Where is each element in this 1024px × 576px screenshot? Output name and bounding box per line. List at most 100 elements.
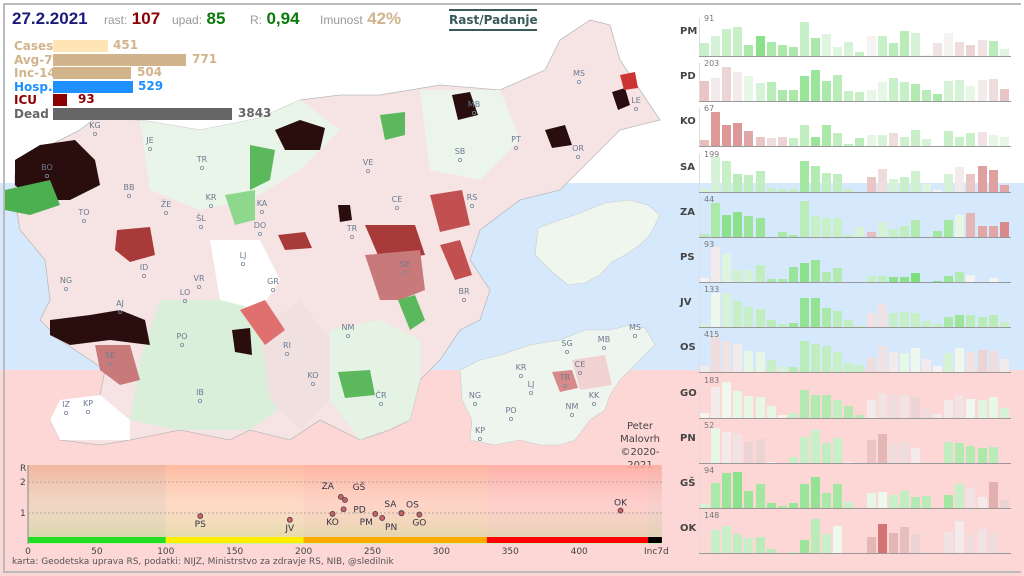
bar — [977, 448, 987, 463]
city-dot — [508, 416, 513, 421]
point-GŠ[interactable]: GŠ — [342, 481, 366, 503]
map-label-text: GR — [267, 277, 279, 286]
bar — [799, 436, 809, 463]
point-PD[interactable]: PD — [340, 505, 366, 515]
bar — [910, 347, 920, 373]
bar — [833, 268, 843, 282]
point-GO[interactable]: GO — [412, 511, 426, 529]
bar — [955, 484, 965, 508]
bar — [877, 304, 887, 328]
bar — [955, 395, 965, 418]
bar — [822, 346, 832, 373]
bar — [722, 67, 732, 102]
imunost-value: 42% — [367, 9, 402, 28]
data-point[interactable] — [337, 493, 344, 500]
map-label: OR — [572, 144, 584, 159]
bar — [955, 167, 965, 192]
imunost-stat: Imunost 42% — [320, 9, 401, 29]
bar — [955, 215, 965, 237]
point-JV[interactable]: JV — [284, 516, 295, 534]
map-label-text: RS — [467, 193, 478, 202]
bar — [877, 169, 887, 192]
data-point[interactable] — [329, 511, 336, 517]
bar — [988, 350, 998, 373]
bar — [877, 275, 887, 282]
bar — [933, 94, 943, 102]
bar — [755, 36, 765, 56]
map-label: DO — [254, 221, 266, 236]
map-label-text: PT — [511, 135, 521, 144]
stat-bar — [53, 108, 232, 120]
bar — [955, 271, 965, 282]
source-text: karta: Geodetska uprava RS, podatki: NIJ… — [12, 557, 394, 567]
map-label-text: VE — [363, 158, 374, 167]
point-label: PS — [195, 520, 206, 530]
data-point[interactable] — [372, 511, 379, 517]
bar — [855, 137, 865, 147]
x-tick-label: 400 — [571, 547, 588, 555]
bar — [922, 184, 931, 192]
map-label-text: KA — [257, 199, 268, 208]
bar — [833, 351, 843, 373]
x-axis — [699, 101, 1011, 103]
data-point[interactable] — [416, 511, 423, 518]
bar — [766, 188, 776, 192]
point-PN[interactable]: PN — [379, 515, 398, 533]
bar — [966, 45, 976, 56]
bar — [766, 360, 776, 373]
data-point[interactable] — [286, 516, 293, 523]
bar — [755, 351, 765, 373]
bar — [733, 434, 743, 463]
rast-padanje-toggle[interactable]: Rast/Padanje — [449, 9, 538, 31]
bar — [966, 213, 976, 237]
data-point[interactable] — [342, 497, 348, 503]
bar — [866, 400, 876, 418]
bar — [833, 174, 843, 192]
bar — [988, 534, 998, 554]
point-KO[interactable]: KO — [326, 511, 339, 528]
stat-value: 451 — [113, 38, 139, 52]
panel-label: PD — [680, 71, 696, 83]
data-point[interactable] — [398, 510, 405, 517]
map-label: NG — [469, 391, 481, 406]
point-ZA[interactable]: ZA — [322, 482, 344, 500]
city-dot — [196, 284, 201, 289]
bar — [988, 314, 998, 328]
data-point[interactable] — [379, 515, 386, 521]
data-point[interactable] — [340, 506, 347, 513]
map-label-text: ŽE — [161, 198, 172, 209]
bar — [811, 38, 820, 56]
bar — [910, 396, 920, 418]
map-label-text: SG — [561, 339, 572, 348]
bar — [966, 445, 976, 463]
map-label: LE — [631, 96, 641, 112]
panel-max: 91 — [704, 14, 715, 23]
x-axis — [699, 417, 1011, 419]
data-point[interactable] — [197, 513, 204, 519]
bar — [744, 131, 754, 147]
bar — [944, 352, 954, 373]
map-label: SE — [400, 260, 410, 275]
bar — [888, 179, 898, 192]
city-dot — [163, 210, 168, 215]
point-OK[interactable]: OK — [614, 499, 628, 514]
point-PM[interactable]: PM — [360, 511, 379, 528]
bar — [999, 500, 1009, 508]
map-label: KR — [206, 193, 217, 208]
map-label-text: LJ — [240, 251, 247, 260]
bar — [844, 91, 854, 102]
bar — [799, 297, 809, 328]
data-point[interactable] — [617, 507, 624, 514]
bar — [844, 235, 854, 237]
bar — [722, 29, 732, 56]
bar — [811, 69, 820, 102]
point-PS[interactable]: PS — [195, 513, 206, 531]
map-label-text: KG — [89, 121, 100, 130]
bar — [788, 552, 798, 554]
map-label: KG — [89, 121, 101, 136]
bar — [955, 442, 965, 463]
map-label: NM — [342, 323, 355, 338]
point-OS[interactable]: OS — [398, 500, 419, 517]
imunost-label: Imunost — [320, 13, 363, 27]
map-label-text: SB — [455, 147, 466, 156]
